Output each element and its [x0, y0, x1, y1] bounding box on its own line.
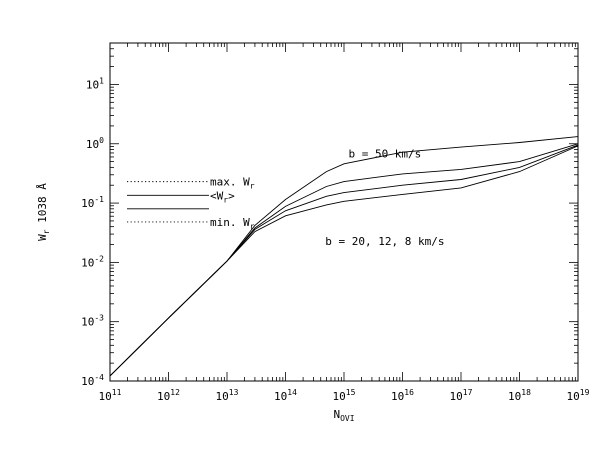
y-tick-label: 10-1	[81, 195, 104, 210]
legend-label-1: max. Wr	[210, 176, 255, 191]
y-tick-label: 10-2	[81, 254, 104, 269]
x-tick-label: 1011	[99, 388, 122, 403]
y-tick-label: 100	[86, 136, 104, 151]
x-tick-label: 1019	[567, 388, 590, 403]
annotation-2: b = 20, 12, 8 km/s	[325, 235, 444, 248]
x-tick-label: 1012	[157, 388, 180, 403]
y-tick-label: 10-4	[81, 373, 104, 388]
annotations: b = 50 km/s b = 20, 12, 8 km/s	[325, 147, 444, 248]
x-tick-label: 1018	[508, 388, 531, 403]
legend: max. Wr<Wr> min. Wr	[127, 176, 255, 231]
series-lines	[109, 136, 579, 377]
legend-label-2: <Wr>	[210, 189, 235, 204]
annotation-1: b = 50 km/s	[348, 147, 421, 160]
tick-marks	[109, 43, 579, 382]
x-tick-label: 1016	[391, 388, 414, 403]
series-line-1	[109, 136, 579, 377]
series-line-2	[109, 143, 579, 377]
x-axis-label: NOVI	[333, 408, 354, 423]
x-tick-label: 1013	[216, 388, 239, 403]
x-tick-label: 1017	[450, 388, 473, 403]
y-axis-label: Wr 1038 Å	[36, 183, 51, 241]
x-tick-label: 1015	[333, 388, 356, 403]
series-line-3	[109, 144, 579, 377]
tick-labels: 1011 1012 1013 1014 1015 1016 1017 1018 1019 10-4…	[81, 76, 590, 403]
y-tick-label: 101	[86, 76, 104, 91]
y-tick-label: 10-3	[81, 314, 104, 329]
series-line-4	[109, 145, 579, 377]
x-tick-label: 1014	[274, 388, 297, 403]
legend-label-4: min. Wr	[210, 216, 255, 231]
plot-frame	[109, 42, 579, 382]
